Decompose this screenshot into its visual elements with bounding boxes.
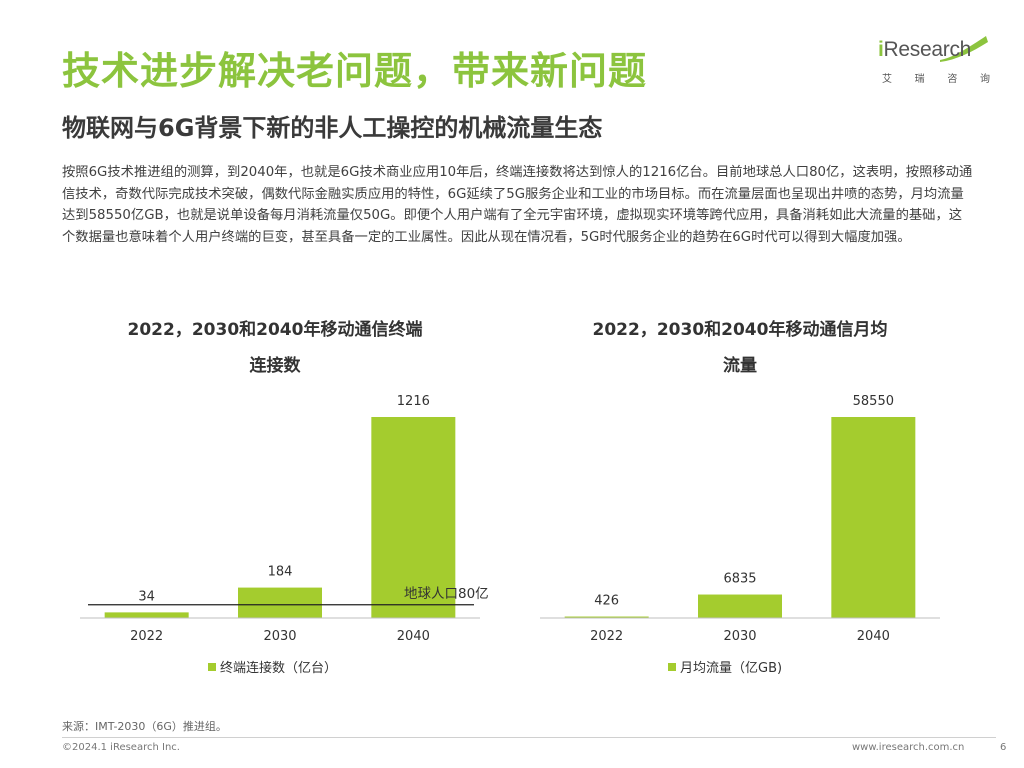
chart2-data-label: 426 — [594, 594, 619, 609]
logo-subtitle: 艾 瑞 咨 询 — [882, 70, 990, 85]
chart2-data-label: 58550 — [853, 394, 894, 409]
source-note: 来源：IMT-2030（6G）推进组。 — [62, 720, 227, 733]
chart1-bar — [104, 612, 189, 618]
logo-sub-char: 咨 — [947, 74, 958, 85]
chart2-title-line1: 2022，2030和2040年移动通信月均 — [592, 320, 888, 340]
logo-sub-char: 瑞 — [914, 74, 925, 85]
logo-sub-char: 艾 — [882, 74, 892, 85]
page-subtitle: 物联网与6G背景下新的非人工操控的机械流量生态 — [62, 114, 603, 142]
chart2-data-label: 6835 — [723, 572, 756, 587]
chart1-data-label: 34 — [138, 589, 155, 604]
chart1-legend-swatch — [208, 663, 216, 671]
chart2-tick-label: 2040 — [857, 629, 890, 644]
chart2-bar — [831, 417, 916, 618]
chart1-title-line2: 连接数 — [249, 356, 301, 376]
chart2-legend-label: 月均流量（亿GB) — [680, 661, 782, 676]
chart2-title-line2: 流量 — [723, 356, 757, 376]
chart1-tick-label: 2030 — [263, 629, 296, 644]
chart1-tick-label: 2040 — [397, 629, 430, 644]
chart1-data-label: 1216 — [397, 394, 430, 409]
chart1-title-line1: 2022，2030和2040年移动通信终端 — [127, 320, 423, 340]
chart2-legend-swatch — [668, 663, 676, 671]
logo-wordmark: iResearch — [878, 38, 971, 62]
page-number: 6 — [1000, 742, 1007, 753]
chart1-title: 2022，2030和2040年移动通信终端 连接数 — [90, 312, 460, 384]
chart2-bar — [698, 594, 782, 618]
chart1-legend-label: 终端连接数（亿台） — [220, 660, 337, 676]
logo-sub-char: 询 — [979, 74, 990, 85]
body-paragraph: 按照6G技术推进组的测算，到2040年，也就是6G技术商业应用10年后，终端连接… — [62, 165, 973, 245]
logo-swoosh-icon — [940, 36, 988, 62]
chart2-title: 2022，2030和2040年移动通信月均 流量 — [555, 312, 925, 384]
chart1-bar — [238, 587, 322, 618]
chart1-data-label: 184 — [268, 565, 293, 580]
chart1-tick-label: 2022 — [130, 629, 163, 644]
iresearch-logo: iResearch 艾 瑞 咨 询 — [878, 36, 990, 90]
chart2-tick-label: 2022 — [590, 629, 623, 644]
logo-research: Research — [883, 38, 972, 61]
page-title: 技术进步解决老问题，带来新问题 — [62, 49, 648, 93]
chart1-bar — [371, 417, 456, 618]
footer-url: www.iresearch.com.cn — [852, 742, 965, 753]
chart2-tick-label: 2030 — [723, 629, 756, 644]
footer-divider — [62, 737, 996, 738]
chart2-traffic: 426 2022 6835 2030 58550 2040 月均流量（亿GB) — [540, 394, 940, 676]
chart2-bar — [564, 616, 649, 618]
copyright: ©2024.1 iResearch Inc. — [62, 742, 180, 753]
chart1-reference-label: 地球人口80亿 — [404, 586, 489, 602]
logo-i: i — [878, 38, 884, 61]
